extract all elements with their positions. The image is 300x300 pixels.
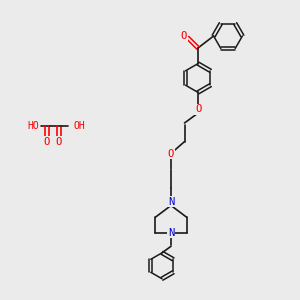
Text: HO: HO <box>27 121 39 131</box>
Text: OH: OH <box>74 121 85 131</box>
Text: O: O <box>44 136 50 147</box>
Text: O: O <box>168 148 174 159</box>
Text: N: N <box>168 228 174 238</box>
Text: O: O <box>56 136 62 147</box>
Text: N: N <box>168 196 174 207</box>
Text: O: O <box>181 31 187 41</box>
Text: O: O <box>195 104 201 115</box>
